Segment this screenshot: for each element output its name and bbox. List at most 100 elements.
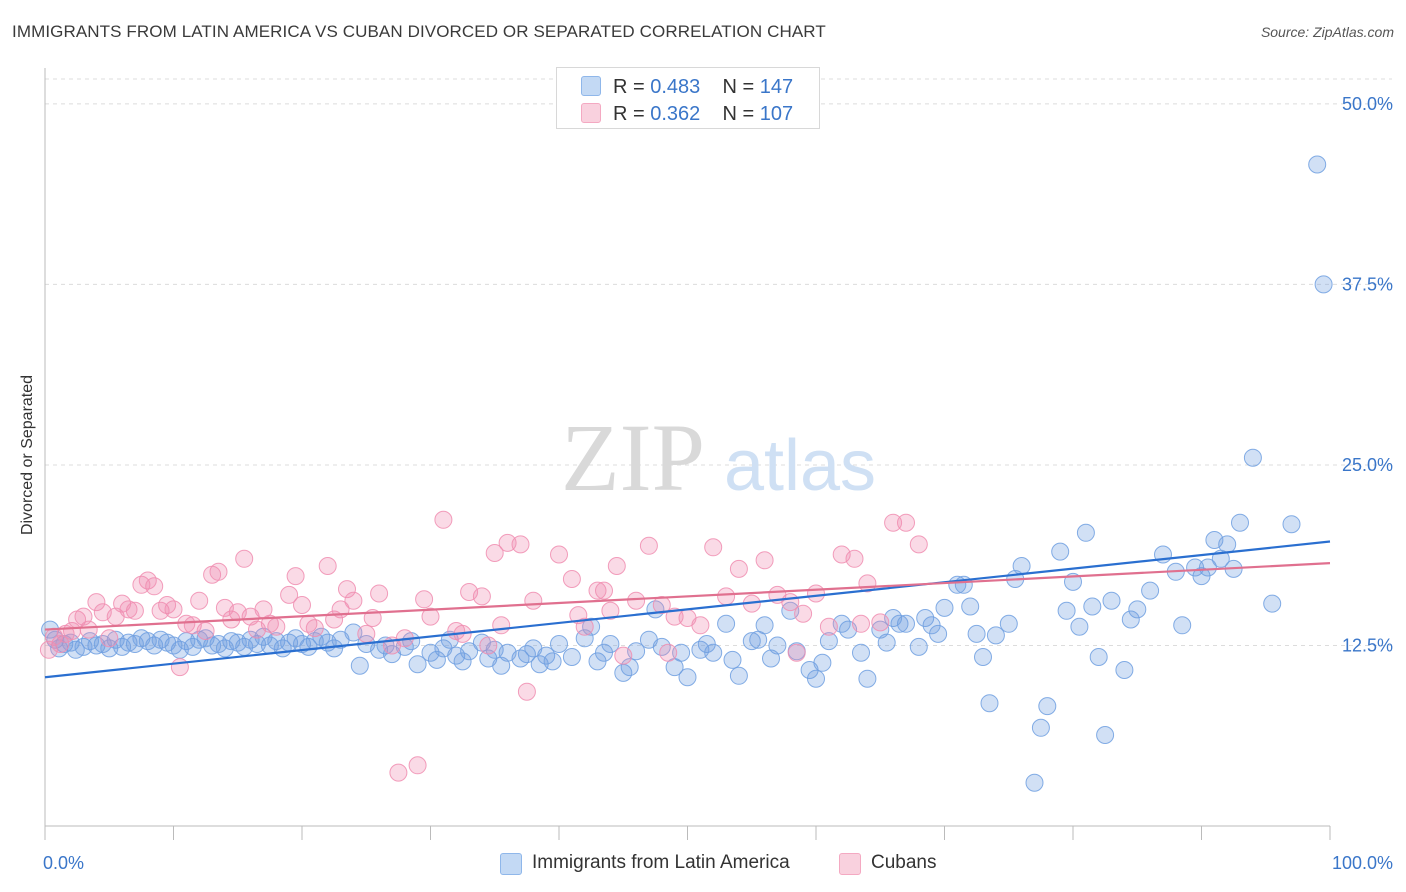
series-immigrants-from-latin-america xyxy=(41,155,1333,792)
n-value: 147 xyxy=(759,76,794,98)
data-point xyxy=(620,658,639,677)
r-label: R = xyxy=(613,76,645,98)
data-point xyxy=(607,557,626,575)
x-tick-labels: 0.0% 100.0% xyxy=(43,853,1393,873)
stats-text: R = 0.483 N = 147 xyxy=(613,76,793,99)
data-point xyxy=(742,632,761,651)
data-point xyxy=(1141,581,1160,600)
data-point xyxy=(652,596,671,614)
data-point xyxy=(717,614,736,633)
data-point xyxy=(1038,697,1057,716)
trend-line xyxy=(44,540,1331,679)
data-point xyxy=(986,626,1005,645)
data-point xyxy=(665,607,684,626)
data-point xyxy=(415,590,434,609)
data-point xyxy=(235,549,254,568)
data-point xyxy=(492,616,511,635)
data-point xyxy=(935,598,954,617)
data-point xyxy=(286,567,305,586)
n-value: 107 xyxy=(759,103,794,125)
data-point xyxy=(819,632,838,651)
data-point xyxy=(1308,155,1327,174)
y-tick-label: 50.0% xyxy=(1342,94,1393,114)
data-points xyxy=(39,155,1333,792)
data-point xyxy=(248,635,266,653)
data-point xyxy=(601,635,620,653)
data-point xyxy=(550,545,568,564)
series-swatch xyxy=(581,76,601,96)
data-point xyxy=(344,623,363,642)
data-point xyxy=(627,591,646,610)
r-value: 0.483 xyxy=(650,76,701,98)
data-point xyxy=(845,549,864,568)
data-point xyxy=(877,633,896,652)
data-point xyxy=(980,694,999,713)
y-tick-label: 12.5% xyxy=(1342,635,1393,655)
data-point xyxy=(717,587,736,606)
data-point xyxy=(1121,610,1140,629)
data-point xyxy=(890,614,909,633)
stats-legend: R = 0.483 N = 147 R = 0.362 N = 107 xyxy=(556,67,820,129)
data-point xyxy=(1076,523,1095,542)
data-point xyxy=(196,622,215,640)
data-point xyxy=(209,562,228,581)
data-point xyxy=(897,513,915,532)
data-point xyxy=(967,624,986,643)
trend-lines xyxy=(44,540,1331,679)
data-point xyxy=(427,650,446,669)
data-point xyxy=(1198,558,1217,577)
data-point xyxy=(974,648,992,666)
data-point xyxy=(267,617,286,636)
data-point xyxy=(787,643,806,662)
data-point xyxy=(472,587,491,606)
series-swatch xyxy=(500,853,522,875)
data-point xyxy=(762,649,780,668)
data-point xyxy=(729,559,748,578)
series-swatch xyxy=(839,853,861,875)
legend-label: Immigrants from Latin America xyxy=(532,852,790,873)
data-point xyxy=(389,763,408,782)
data-point xyxy=(1057,601,1076,620)
data-point xyxy=(1282,515,1301,534)
data-point xyxy=(723,650,742,669)
r-value: 0.362 xyxy=(650,103,701,125)
n-label: N = xyxy=(722,103,755,125)
data-point xyxy=(1128,600,1147,619)
data-point xyxy=(170,658,189,677)
data-point xyxy=(1025,773,1044,792)
data-point xyxy=(916,609,935,627)
data-point xyxy=(51,635,70,653)
data-point xyxy=(1231,513,1249,532)
data-point xyxy=(858,669,877,688)
data-point xyxy=(807,584,825,603)
data-point xyxy=(1089,648,1108,666)
data-point xyxy=(704,538,723,557)
x-tick-label: 0.0% xyxy=(43,853,84,873)
data-point xyxy=(755,616,774,635)
data-point xyxy=(100,629,119,648)
data-point xyxy=(999,614,1018,633)
data-point xyxy=(280,585,299,604)
r-label: R = xyxy=(613,103,645,125)
data-point xyxy=(524,591,543,610)
data-point xyxy=(909,637,928,656)
data-point xyxy=(479,636,498,655)
data-point xyxy=(768,636,787,655)
x-tick-label: 100.0% xyxy=(1332,853,1393,873)
data-point xyxy=(305,619,324,638)
data-point xyxy=(344,591,363,610)
data-point xyxy=(691,616,710,635)
data-point xyxy=(588,581,607,600)
stats-text: R = 0.362 N = 107 xyxy=(613,103,793,126)
axes xyxy=(44,68,1331,840)
data-point xyxy=(884,513,903,532)
data-point xyxy=(1012,557,1031,575)
watermark-atlas: atlas xyxy=(724,426,876,506)
data-point xyxy=(125,601,144,620)
data-point xyxy=(511,535,530,554)
data-point xyxy=(408,655,427,674)
data-point xyxy=(492,656,511,675)
data-point xyxy=(318,557,337,575)
data-point xyxy=(338,580,356,599)
